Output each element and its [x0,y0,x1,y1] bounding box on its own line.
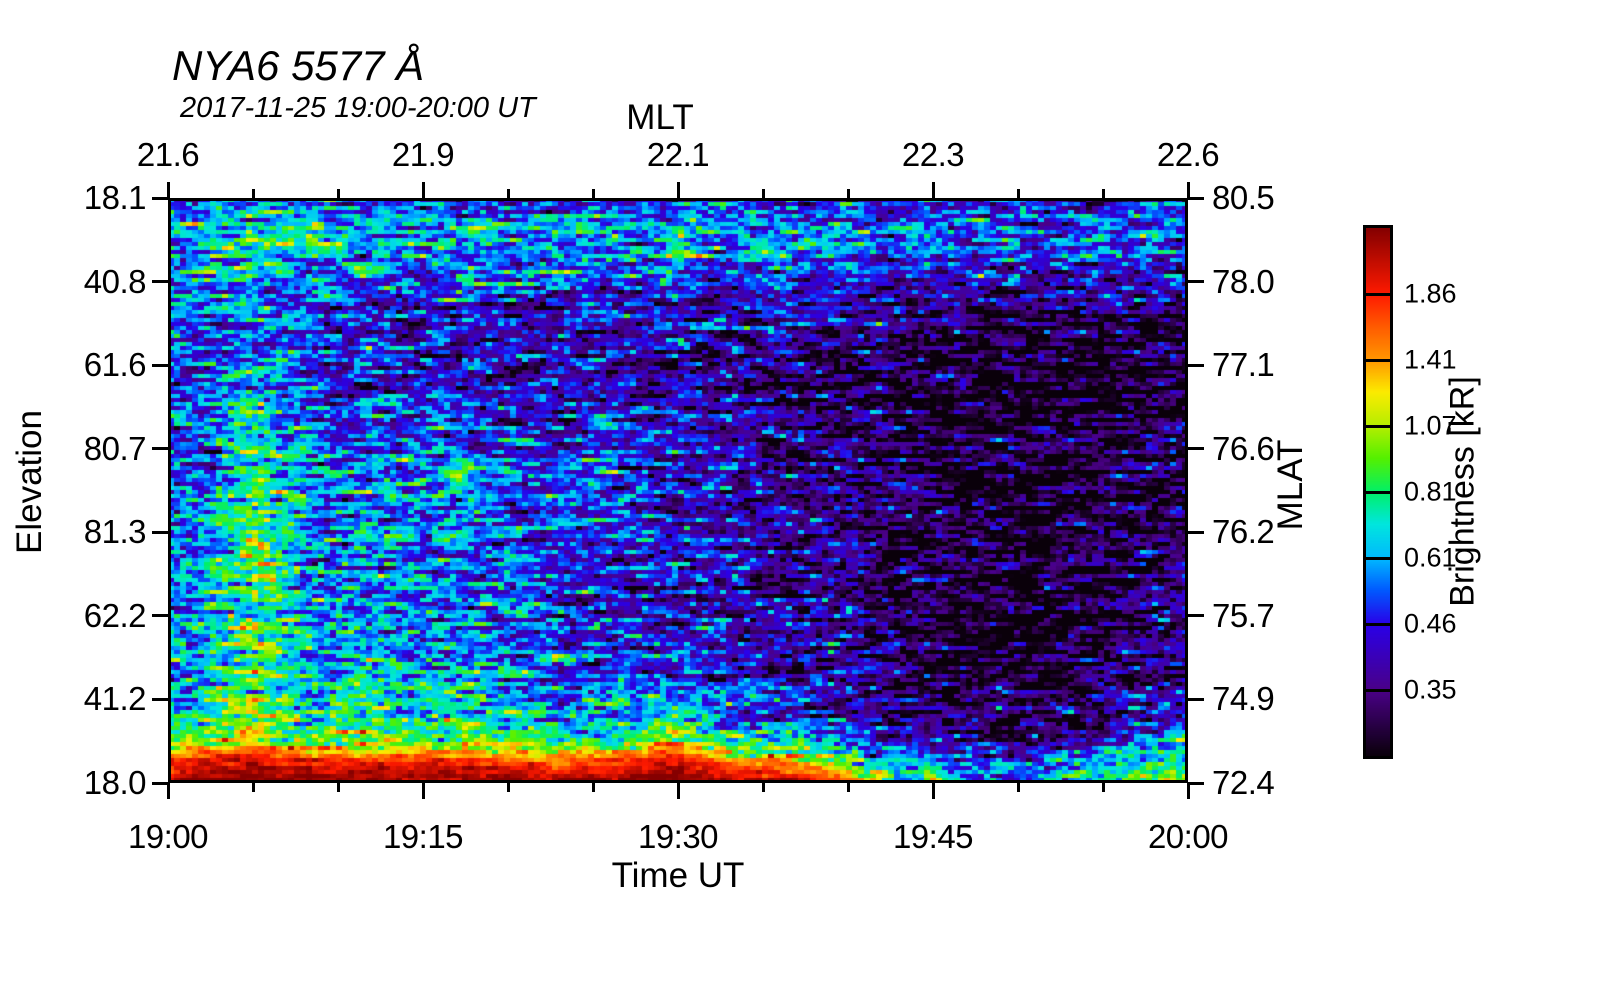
bottom-axis-major-tick [166,783,170,799]
right-axis-tick-label: 76.2 [1212,513,1275,551]
top-axis-major-tick [931,182,935,198]
top-axis-tick-label: 21.6 [136,136,200,173]
top-axis-minor-tick [251,189,255,198]
bottom-axis-minor-tick [591,783,595,792]
figure-title: NYA6 5577 Å [172,42,425,89]
top-axis-title: MLT [626,98,694,137]
left-axis-tick [152,447,168,451]
top-axis-major-tick [421,182,425,198]
left-axis-tick-label: 18.1 [83,179,147,216]
left-axis-tick-label: 81.3 [83,513,147,551]
right-axis-tick [1188,697,1204,701]
left-axis-tick-label: 62.2 [83,596,147,634]
bottom-axis-tick-label: 19:00 [127,818,209,855]
bottom-axis-tick-label: 19:30 [637,818,719,855]
left-axis-tick [152,363,168,367]
top-axis-major-tick [676,182,680,198]
top-axis-tick-label: 22.6 [1156,136,1220,173]
left-axis-tick-label: 41.2 [83,680,147,718]
colorbar-tick-label: 1.07 [1404,410,1457,441]
top-axis-tick-label: 21.9 [391,136,455,173]
top-axis-minor-tick [846,189,850,198]
top-axis-minor-tick [1016,189,1020,198]
bottom-axis-minor-tick [506,783,510,792]
right-axis-tick [1188,530,1204,534]
top-axis-minor-tick [1101,189,1105,198]
bottom-axis-minor-tick [761,783,765,792]
top-axis-minor-tick [591,189,595,198]
bottom-axis-major-tick [931,783,935,799]
left-axis-tick-label: 61.6 [83,346,147,384]
right-axis-tick-label: 80.5 [1212,179,1275,216]
bottom-axis-minor-tick [846,783,850,792]
bottom-axis-minor-tick [336,783,340,792]
keogram-heatmap [168,198,1188,783]
top-axis-tick-label: 22.1 [646,136,710,173]
bottom-axis-minor-tick [251,783,255,792]
plot-border [168,198,1188,783]
left-axis-tick [152,781,168,785]
colorbar-divider [1366,358,1390,362]
bottom-axis-title: Time UT [611,856,745,895]
right-axis-tick-label: 75.7 [1212,596,1275,634]
left-axis-tick-label: 18.0 [83,764,147,801]
colorbar-divider [1366,556,1390,560]
colorbar-divider [1366,490,1390,494]
top-axis-minor-tick [336,189,340,198]
bottom-axis-major-tick [421,783,425,799]
top-axis-minor-tick [761,189,765,198]
bottom-axis-major-tick [676,783,680,799]
right-axis-tick-label: 76.6 [1212,429,1275,467]
colorbar-tick-label: 1.86 [1404,278,1457,309]
top-axis-minor-tick [506,189,510,198]
colorbar-divider [1366,688,1390,692]
left-axis-tick-label: 80.7 [83,429,147,467]
colorbar-tick-label: 0.61 [1404,542,1457,573]
right-axis-tick [1188,447,1204,451]
colorbar-divider [1366,622,1390,626]
colorbar-tick-label: 0.46 [1404,608,1457,639]
right-axis-tick-label: 77.1 [1212,346,1275,384]
colorbar-divider [1366,424,1390,428]
colorbar-tick-label: 1.41 [1404,344,1457,375]
right-axis-tick [1188,781,1204,785]
right-axis-title: MLAT [1271,439,1310,531]
figure-subtitle: 2017-11-25 19:00-20:00 UT [180,92,536,124]
top-axis-major-tick [166,182,170,198]
right-axis-tick [1188,363,1204,367]
left-axis-tick [152,614,168,618]
left-axis-tick [152,697,168,701]
right-axis-tick [1188,280,1204,284]
left-axis-tick-label: 40.8 [83,262,147,300]
bottom-axis-tick-label: 19:45 [892,818,974,855]
colorbar-tick-label: 0.35 [1404,674,1457,705]
right-axis-tick-label: 78.0 [1212,262,1275,300]
bottom-axis-minor-tick [1101,783,1105,792]
top-axis-tick-label: 22.3 [901,136,965,173]
left-axis-tick [152,530,168,534]
left-axis-title: Elevation [10,410,49,554]
right-axis-tick-label: 74.9 [1212,680,1275,718]
left-axis-tick [152,196,168,200]
top-axis-major-tick [1186,182,1190,198]
colorbar-tick-label: 0.81 [1404,476,1457,507]
bottom-axis-minor-tick [1016,783,1020,792]
bottom-axis-tick-label: 19:15 [382,818,464,855]
bottom-axis-major-tick [1186,783,1190,799]
left-axis-tick [152,280,168,284]
colorbar [1363,225,1393,759]
right-axis-tick [1188,614,1204,618]
bottom-axis-tick-label: 20:00 [1147,818,1229,855]
colorbar-divider [1366,292,1390,296]
right-axis-tick [1188,196,1204,200]
right-axis-tick-label: 72.4 [1212,764,1275,801]
